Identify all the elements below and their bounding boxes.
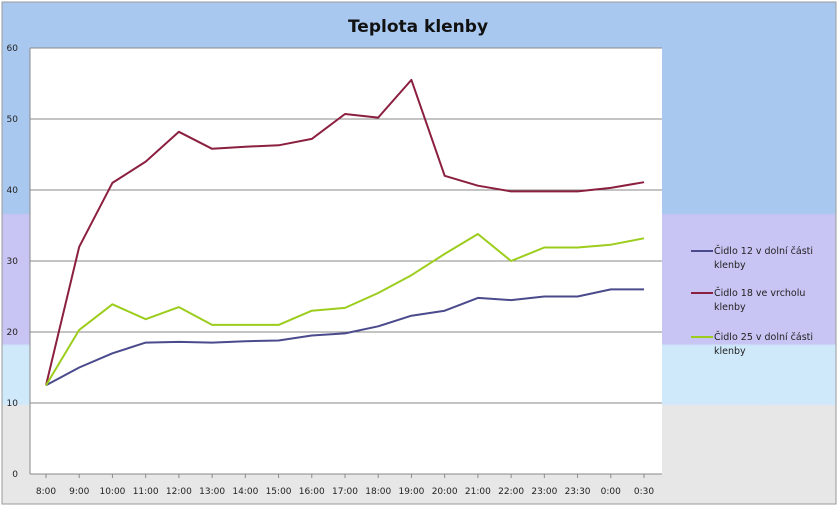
series-line-2 xyxy=(45,78,645,386)
y-tick-label: 20 xyxy=(7,328,19,338)
x-tick-label: 14:00 xyxy=(232,487,258,497)
legend-label-1: Čidlo 12 v dolní části klenby xyxy=(714,245,813,271)
x-tick-label: 18:00 xyxy=(365,487,391,497)
x-tick-label: 19:00 xyxy=(398,487,424,497)
x-tick-label: 9:00 xyxy=(69,487,89,497)
grid-lines xyxy=(30,47,662,404)
series-line-3 xyxy=(45,233,645,386)
x-tick-label: 21:00 xyxy=(465,487,491,497)
x-tick-label: 23:00 xyxy=(531,487,557,497)
axes: 0 10 20 30 40 50 60 8:00 9:00 10:00 11:00 12:00 13:0… xyxy=(7,44,662,497)
x-tick-label: 17:00 xyxy=(332,487,358,497)
y-tick-label: 30 xyxy=(7,257,19,267)
x-tick-label: 0:00 xyxy=(601,487,621,497)
x-tick-label: 0:30 xyxy=(634,487,654,497)
y-tick-label: 0 xyxy=(12,470,18,480)
x-tick-label: 13:00 xyxy=(199,487,225,497)
y-tick-label: 40 xyxy=(7,186,19,196)
series-lines xyxy=(45,78,645,387)
y-tick-label: 50 xyxy=(7,115,19,125)
series-line-1 xyxy=(45,288,644,387)
x-tick-label: 20:00 xyxy=(432,487,458,497)
x-tick-label: 22:00 xyxy=(498,487,524,497)
legend-label-2: Čidlo 18 ve vrcholu klenby xyxy=(714,287,805,313)
legend-label-3: Čidlo 25 v dolní části klenby xyxy=(714,331,813,357)
x-tick-label: 8:00 xyxy=(36,487,56,497)
y-tick-label: 10 xyxy=(7,399,19,409)
y-tick-label: 60 xyxy=(7,44,19,54)
x-tick-label: 16:00 xyxy=(299,487,325,497)
chart-title: Teplota klenby xyxy=(348,17,488,37)
x-tick-label: 23:30 xyxy=(565,487,591,497)
legend: Čidlo 12 v dolní části klenby Čidlo 18 ve … xyxy=(691,245,813,357)
x-tick-label: 11:00 xyxy=(133,487,159,497)
x-tick-label: 15:00 xyxy=(266,487,292,497)
x-tick-label: 10:00 xyxy=(99,487,125,497)
x-tick-label: 12:00 xyxy=(166,487,192,497)
